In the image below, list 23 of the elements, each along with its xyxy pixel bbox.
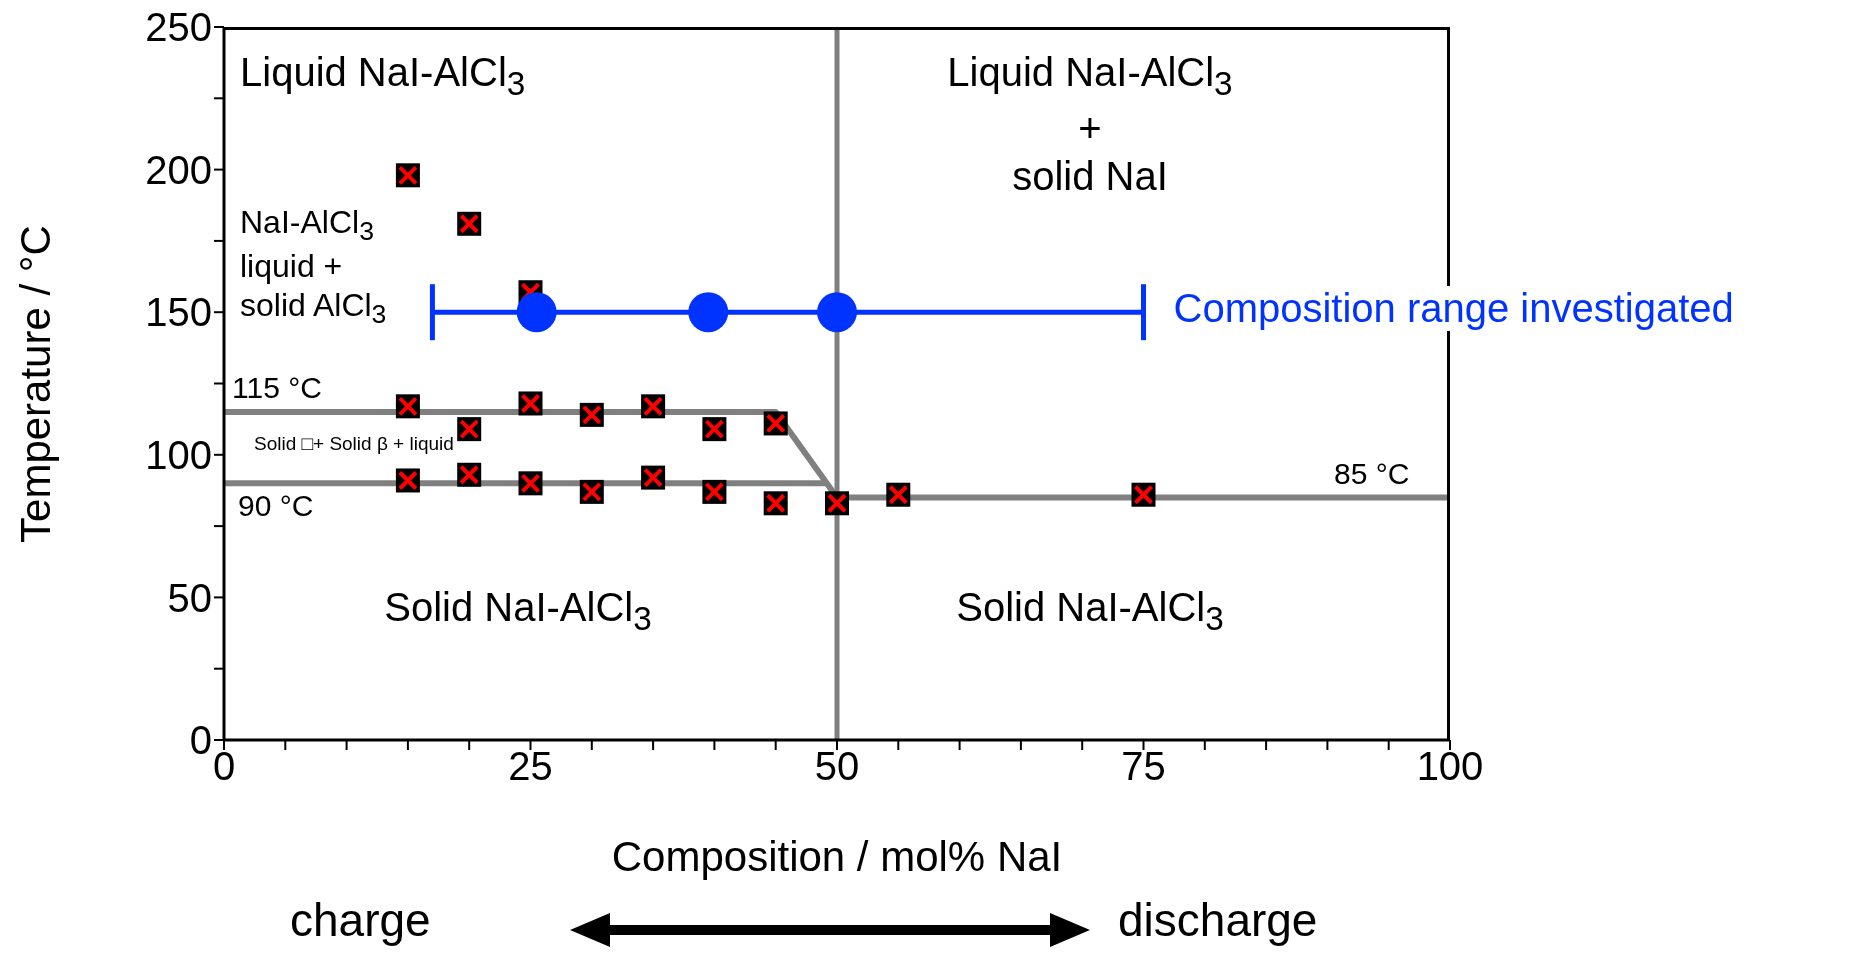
text: Liquid NaI-AlCl$_{3}$ + solid NaI bbox=[947, 50, 1233, 198]
x-axis-title: Composition / mol% NaI bbox=[611, 833, 1063, 881]
text: discharge bbox=[1118, 893, 1318, 948]
x-tick-label: 25 bbox=[508, 744, 553, 789]
y-tick-label: 100 bbox=[145, 433, 212, 477]
y-tick-label: 250 bbox=[145, 5, 212, 50]
x-tick-label: 50 bbox=[814, 744, 860, 789]
annotation: 85 °C bbox=[1334, 456, 1410, 492]
annotation: Solid □+ Solid β + liquid bbox=[254, 433, 454, 456]
annotation: 90 °C bbox=[238, 488, 314, 524]
annotation: 115 °C bbox=[232, 370, 322, 406]
annotation: Solid NaI-AlCl$_{3}$ bbox=[384, 584, 652, 639]
y-tick-label: 200 bbox=[145, 147, 212, 192]
y-axis-title: Temperature / °C bbox=[12, 224, 60, 543]
legend-label: Composition range investigated bbox=[1173, 286, 1734, 332]
y-tick-label: 150 bbox=[145, 290, 212, 335]
x-tick-label: 75 bbox=[1121, 744, 1166, 789]
annotation: Liquid NaI-AlCl$_{3}$ bbox=[240, 49, 526, 104]
text: charge bbox=[290, 893, 431, 948]
annotation: NaI-AlCl$_{3}$ liquid + solid AlCl$_{3}$ bbox=[240, 203, 387, 331]
y-tick-label: 50 bbox=[167, 575, 212, 620]
x-tick-label: 100 bbox=[1416, 744, 1484, 789]
annotation: Solid NaI-AlCl$_{3}$ bbox=[956, 584, 1224, 639]
